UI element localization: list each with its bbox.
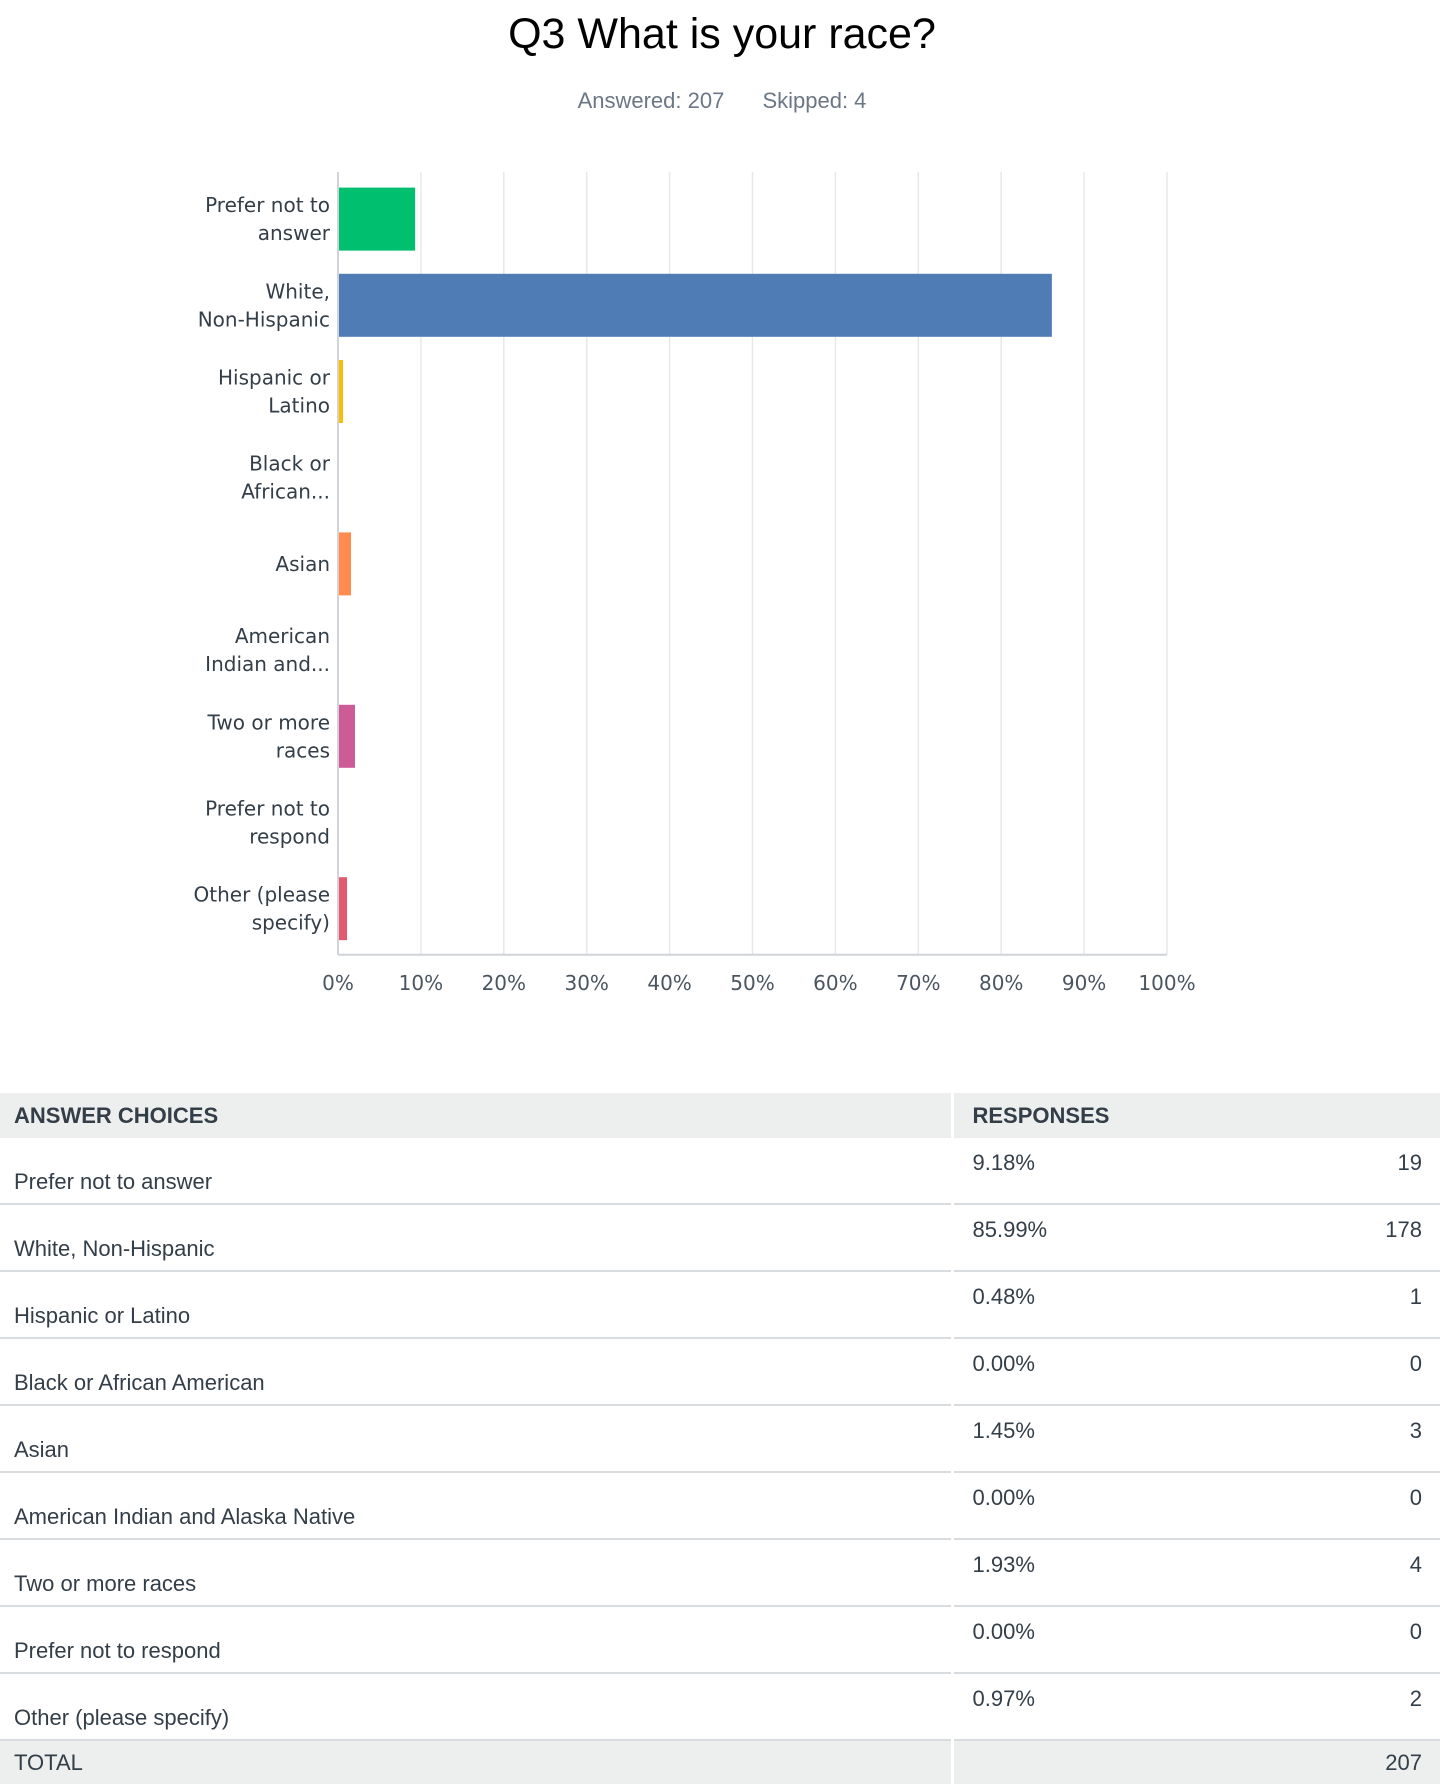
row-choice: Other (please specify): [0, 1673, 952, 1741]
total-label: TOTAL: [0, 1740, 952, 1784]
x-tick-label: 0%: [322, 971, 354, 995]
table-row: American Indian and Alaska Native 0.00% …: [0, 1472, 1440, 1540]
table-header-row: ANSWER CHOICES RESPONSES: [0, 1093, 1440, 1138]
x-tick-label: 50%: [730, 971, 774, 995]
response-stats: Answered: 207 Skipped: 4: [0, 88, 1444, 114]
row-count: 178: [1261, 1204, 1440, 1272]
row-choice: American Indian and Alaska Native: [0, 1472, 952, 1540]
category-label: White,: [265, 279, 330, 303]
x-tick-label: 90%: [1062, 971, 1106, 995]
row-choice: Two or more races: [0, 1539, 952, 1607]
row-choice: Asian: [0, 1405, 952, 1473]
row-percent: 0.00%: [950, 1606, 1262, 1674]
x-tick-label: 100%: [1138, 971, 1195, 995]
total-row: TOTAL 207: [0, 1740, 1440, 1784]
bar-chart: 0% 10% 20% 30% 40% 50% 60% 70% 80% 90% 100% Prefer …: [194, 172, 1196, 995]
bar: [339, 187, 416, 251]
category-label: answer: [258, 221, 331, 245]
table-row: Two or more races 1.93% 4: [0, 1539, 1440, 1607]
x-tick-label: 80%: [979, 971, 1023, 995]
table-row: Prefer not to answer 9.18% 19: [0, 1138, 1440, 1205]
category-label: Indian and...: [205, 652, 330, 676]
category-label: Black or: [249, 452, 331, 476]
x-tick-label: 70%: [896, 971, 940, 995]
row-percent: 0.48%: [950, 1271, 1262, 1339]
bar: [339, 273, 1052, 337]
row-count: 4: [1261, 1539, 1440, 1607]
bar: [339, 877, 348, 941]
row-count: 2: [1261, 1673, 1440, 1741]
results-table: ANSWER CHOICES RESPONSES Prefer not to a…: [0, 1093, 1440, 1784]
responses-header: RESPONSES: [950, 1093, 1440, 1138]
table-row: Asian 1.45% 3: [0, 1405, 1440, 1473]
row-percent: 0.00%: [950, 1472, 1262, 1540]
row-count: 1: [1261, 1271, 1440, 1339]
x-tick-label: 30%: [564, 971, 608, 995]
table-row: Prefer not to respond 0.00% 0: [0, 1606, 1440, 1674]
answer-choices-header: ANSWER CHOICES: [0, 1093, 952, 1138]
table-row: Black or African American 0.00% 0: [0, 1338, 1440, 1406]
category-label: races: [276, 738, 330, 762]
row-percent: 0.00%: [950, 1338, 1262, 1406]
row-choice: Black or African American: [0, 1338, 952, 1406]
row-percent: 0.97%: [950, 1673, 1262, 1741]
table-row: Other (please specify) 0.97% 2: [0, 1673, 1440, 1741]
total-spacer: [950, 1740, 1262, 1784]
answered-count: Answered: 207: [577, 88, 725, 113]
row-percent: 1.93%: [950, 1539, 1262, 1607]
category-label: Latino: [268, 394, 330, 418]
row-choice: Prefer not to respond: [0, 1606, 952, 1674]
category-label: American: [235, 624, 330, 648]
category-label: respond: [249, 825, 330, 849]
category-label: African...: [241, 480, 330, 504]
x-tick-label: 60%: [813, 971, 857, 995]
category-label: Other (please: [194, 883, 330, 907]
category-label: Non-Hispanic: [198, 307, 330, 331]
row-percent: 1.45%: [950, 1405, 1262, 1473]
category-label: Hispanic or: [218, 366, 331, 390]
row-count: 0: [1261, 1472, 1440, 1540]
table-row: Hispanic or Latino 0.48% 1: [0, 1271, 1440, 1339]
question-title: Q3 What is your race?: [508, 10, 936, 58]
category-label: specify): [252, 911, 330, 935]
category-label: Prefer not to: [205, 193, 330, 217]
bar: [339, 360, 343, 423]
skipped-count: Skipped: 4: [762, 88, 867, 113]
row-count: 0: [1261, 1338, 1440, 1406]
row-percent: 9.18%: [950, 1138, 1262, 1205]
category-label: Two or more: [207, 710, 330, 734]
category-label: Asian: [275, 552, 330, 576]
bar: [339, 704, 355, 768]
row-count: 0: [1261, 1606, 1440, 1674]
x-tick-label: 20%: [482, 971, 526, 995]
bar: [339, 532, 352, 596]
total-count: 207: [1261, 1740, 1440, 1784]
x-tick-label: 40%: [647, 971, 691, 995]
row-percent: 85.99%: [950, 1204, 1262, 1272]
row-count: 3: [1261, 1405, 1440, 1473]
table-row: White, Non-Hispanic 85.99% 178: [0, 1204, 1440, 1272]
row-choice: Prefer not to answer: [0, 1138, 952, 1205]
category-label: Prefer not to: [205, 797, 330, 821]
x-tick-label: 10%: [399, 971, 443, 995]
row-choice: Hispanic or Latino: [0, 1271, 952, 1339]
row-choice: White, Non-Hispanic: [0, 1204, 952, 1272]
row-count: 19: [1261, 1138, 1440, 1205]
